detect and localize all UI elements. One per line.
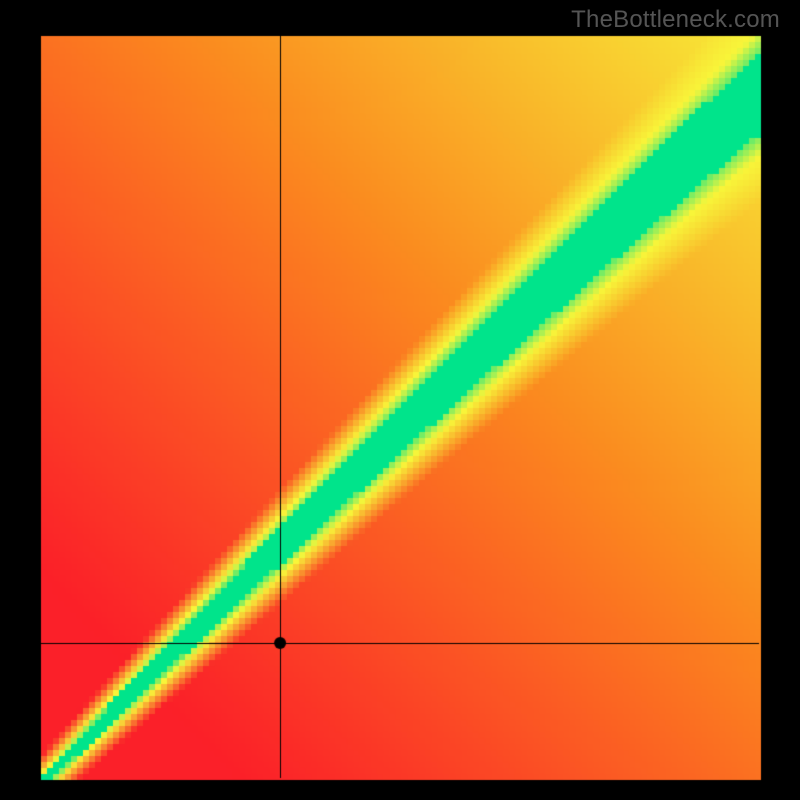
heatmap-canvas [0,0,800,800]
watermark-text: TheBottleneck.com [571,6,780,34]
chart-container: TheBottleneck.com [0,0,800,800]
